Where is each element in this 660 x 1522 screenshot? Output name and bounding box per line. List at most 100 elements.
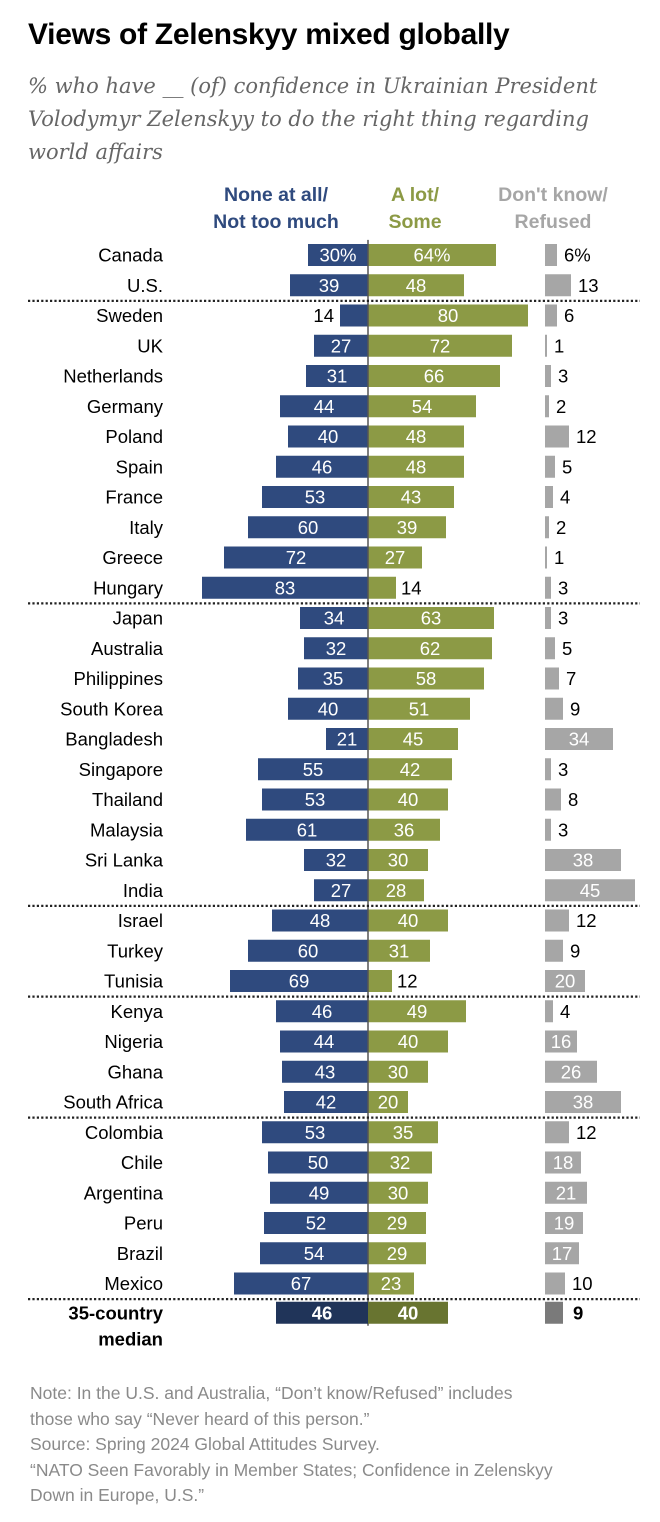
series-header-label: Refused bbox=[515, 211, 592, 233]
bar-dont-know bbox=[545, 1030, 577, 1053]
bar-dont-know bbox=[545, 849, 621, 871]
bar-none-at-all bbox=[262, 1121, 368, 1144]
bar-none-at-all bbox=[314, 334, 368, 357]
bar-dont-know bbox=[545, 546, 547, 569]
series-header-label: A lot/ bbox=[391, 184, 440, 206]
bar-none-at-all bbox=[276, 455, 368, 478]
median-label: median bbox=[98, 1328, 163, 1349]
country-label: Poland bbox=[105, 426, 163, 447]
data-label-none: 55 bbox=[303, 759, 324, 780]
data-label-none: 60 bbox=[298, 940, 319, 961]
median-bar-none-at-all bbox=[276, 1301, 368, 1324]
country-label: Argentina bbox=[84, 1182, 164, 1203]
bar-a-lot-some bbox=[368, 939, 430, 962]
bar-a-lot-some bbox=[368, 425, 464, 448]
country-label: Thailand bbox=[92, 789, 163, 810]
bar-none-at-all bbox=[264, 1212, 368, 1234]
chart-notes: Note: In the U.S. and Australia, “Don’t … bbox=[30, 1381, 640, 1509]
median-label: 35-country bbox=[68, 1302, 163, 1323]
data-label-alot: 80 bbox=[438, 305, 459, 326]
bar-none-at-all bbox=[262, 486, 368, 508]
bar-a-lot-some bbox=[368, 1091, 408, 1113]
bar-a-lot-some bbox=[368, 244, 496, 266]
report-title-line: Down in Europe, U.S.” bbox=[30, 1485, 205, 1505]
bar-none-at-all bbox=[280, 395, 368, 418]
data-label-none: 43 bbox=[315, 1061, 336, 1082]
country-label: Brazil bbox=[117, 1243, 163, 1264]
data-label-dk: 4 bbox=[560, 487, 570, 508]
country-label: Australia bbox=[91, 638, 164, 659]
data-label-dk: 5 bbox=[562, 456, 572, 477]
bar-none-at-all bbox=[314, 879, 368, 902]
country-label: Canada bbox=[98, 245, 164, 266]
series-header-label: Don't know/ bbox=[498, 184, 608, 206]
data-label-alot: 40 bbox=[398, 910, 419, 931]
data-label-none: 72 bbox=[286, 547, 307, 568]
bar-a-lot-some bbox=[368, 1121, 438, 1144]
data-label-alot: 14 bbox=[401, 577, 422, 598]
bar-none-at-all bbox=[290, 274, 368, 297]
bar-a-lot-some bbox=[368, 516, 446, 539]
note-line: Note: In the U.S. and Australia, “Don’t … bbox=[30, 1383, 513, 1403]
median-bar-a-lot-some bbox=[368, 1301, 448, 1324]
data-label-alot: 29 bbox=[387, 1213, 408, 1234]
data-label-alot: 29 bbox=[387, 1243, 408, 1264]
country-label: Hungary bbox=[93, 577, 164, 598]
country-label: Israel bbox=[118, 910, 163, 931]
country-label: Nigeria bbox=[104, 1031, 163, 1052]
data-label-none: 27 bbox=[331, 335, 352, 356]
data-label-none: 52 bbox=[306, 1213, 327, 1234]
data-label-alot: 35 bbox=[393, 1122, 414, 1143]
data-label-dk: 8 bbox=[568, 789, 578, 810]
bar-a-lot-some bbox=[368, 304, 528, 327]
data-label-dk: 38 bbox=[573, 1092, 594, 1113]
bar-none-at-all bbox=[308, 244, 368, 266]
data-label-dk: 17 bbox=[552, 1243, 573, 1264]
data-label-dk: 13 bbox=[578, 275, 599, 296]
bar-a-lot-some bbox=[368, 607, 494, 629]
bar-dont-know bbox=[545, 1121, 569, 1144]
bar-a-lot-some bbox=[368, 818, 440, 841]
bar-dont-know bbox=[545, 637, 555, 660]
data-label-alot: 20 bbox=[378, 1092, 399, 1113]
data-label-none: 44 bbox=[314, 396, 335, 417]
data-label-dk: 38 bbox=[573, 850, 594, 871]
data-label-alot: 36 bbox=[394, 819, 415, 840]
data-label-none: 39 bbox=[319, 275, 340, 296]
data-label-dk: 2 bbox=[556, 517, 566, 538]
bar-dont-know bbox=[545, 758, 551, 781]
country-label: South Africa bbox=[63, 1092, 163, 1113]
bar-dont-know bbox=[545, 425, 569, 448]
data-label-alot: 49 bbox=[407, 1001, 428, 1022]
bar-none-at-all bbox=[282, 1060, 368, 1083]
data-label-none: 32 bbox=[326, 850, 347, 871]
bar-dont-know bbox=[545, 486, 553, 508]
bar-none-at-all bbox=[234, 1272, 368, 1295]
bar-a-lot-some bbox=[368, 1242, 426, 1265]
data-label-dk: 12 bbox=[576, 1122, 597, 1143]
data-label-alot: 28 bbox=[386, 880, 407, 901]
bar-none-at-all bbox=[326, 728, 368, 750]
bar-a-lot-some bbox=[368, 849, 428, 871]
data-label-alot: 48 bbox=[406, 275, 427, 296]
data-label-none: 48 bbox=[310, 910, 331, 931]
data-label-alot: 30 bbox=[388, 1061, 409, 1082]
bar-dont-know bbox=[545, 455, 555, 478]
bar-a-lot-some bbox=[368, 909, 448, 932]
bar-a-lot-some bbox=[368, 486, 454, 508]
bar-a-lot-some bbox=[368, 728, 458, 750]
data-label-dk: 5 bbox=[562, 638, 572, 659]
data-label-dk: 3 bbox=[558, 608, 568, 629]
data-label-dk: 6 bbox=[564, 305, 574, 326]
data-label-none: 53 bbox=[305, 487, 326, 508]
data-label-none: 46 bbox=[312, 1001, 333, 1022]
data-label-none: 46 bbox=[312, 456, 333, 477]
data-label-dk: 3 bbox=[558, 366, 568, 387]
data-label-alot: 30 bbox=[388, 1182, 409, 1203]
bar-none-at-all bbox=[248, 939, 368, 962]
data-label-alot: 27 bbox=[385, 547, 406, 568]
bar-dont-know bbox=[545, 1212, 583, 1234]
data-label-alot: 66 bbox=[424, 366, 445, 387]
data-label-alot: 42 bbox=[400, 759, 421, 780]
bar-none-at-all bbox=[288, 697, 368, 720]
